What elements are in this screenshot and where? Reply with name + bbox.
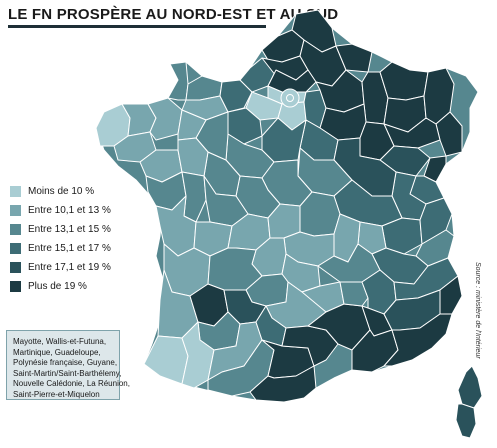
dept-alpes-maritimes [439,275,463,315]
legend-swatch [10,243,21,254]
note-line: Polynésie française, Guyane, [13,358,118,367]
dept-territoire-belfort [423,155,447,183]
legend-label: Entre 15,1 et 17 % [28,243,111,254]
legend-item: Entre 17,1 et 19 % [10,258,128,277]
dept-ardennes [335,43,373,73]
dept-pyrenees-atlantiques [143,335,189,385]
legend-swatch [10,262,21,273]
title-underline [8,25,266,28]
paris-center [286,94,294,102]
legend-item: Entre 13,1 et 15 % [10,220,128,239]
legend-item: Moins de 10 % [10,182,128,201]
note-line: Nouvelle Calédonie, La Réunion, [13,379,130,388]
legend-swatch [10,186,21,197]
legend-label: Moins de 10 % [28,186,95,197]
dept-corse-du-sud [455,403,477,439]
legend-swatch [10,281,21,292]
map-legend: Moins de 10 % Entre 10,1 et 13 % Entre 1… [10,182,128,296]
legend-item: Entre 15,1 et 17 % [10,239,128,258]
dept-allier [299,191,341,237]
legend-label: Entre 10,1 et 13 % [28,205,111,216]
note-line: Saint-Martin/Saint-Barthélemy, [13,368,122,378]
dept-manche [167,61,189,101]
dept-haute-corse [457,365,483,409]
dept-var [383,313,453,367]
legend-label: Plus de 19 % [28,281,87,292]
legend-item: Plus de 19 % [10,277,128,296]
legend-swatch [10,224,21,235]
map-title: LE FN PROSPÈRE AU NORD-EST ET AU SUD [8,6,339,23]
legend-item: Entre 10,1 et 13 % [10,201,128,220]
dept-ardeche [339,281,369,307]
overseas-territories-note: Mayotte, Wallis-et-Futuna, Martinique, G… [6,330,130,400]
legend-label: Entre 13,1 et 15 % [28,224,111,235]
note-line: Mayotte, Wallis-et-Futuna, [13,337,107,346]
note-line: Martinique, Guadeloupe, [13,347,101,357]
dept-pyrenees-orientales [249,365,317,403]
note-line: Saint-Pierre-et-Miquelon [13,389,100,399]
dept-moselle [379,61,429,101]
source-credit: Source : ministère de l'Intérieur [474,262,481,359]
legend-swatch [10,205,21,216]
dept-ille-vilaine [147,97,183,141]
legend-label: Entre 17,1 et 19 % [28,262,111,273]
